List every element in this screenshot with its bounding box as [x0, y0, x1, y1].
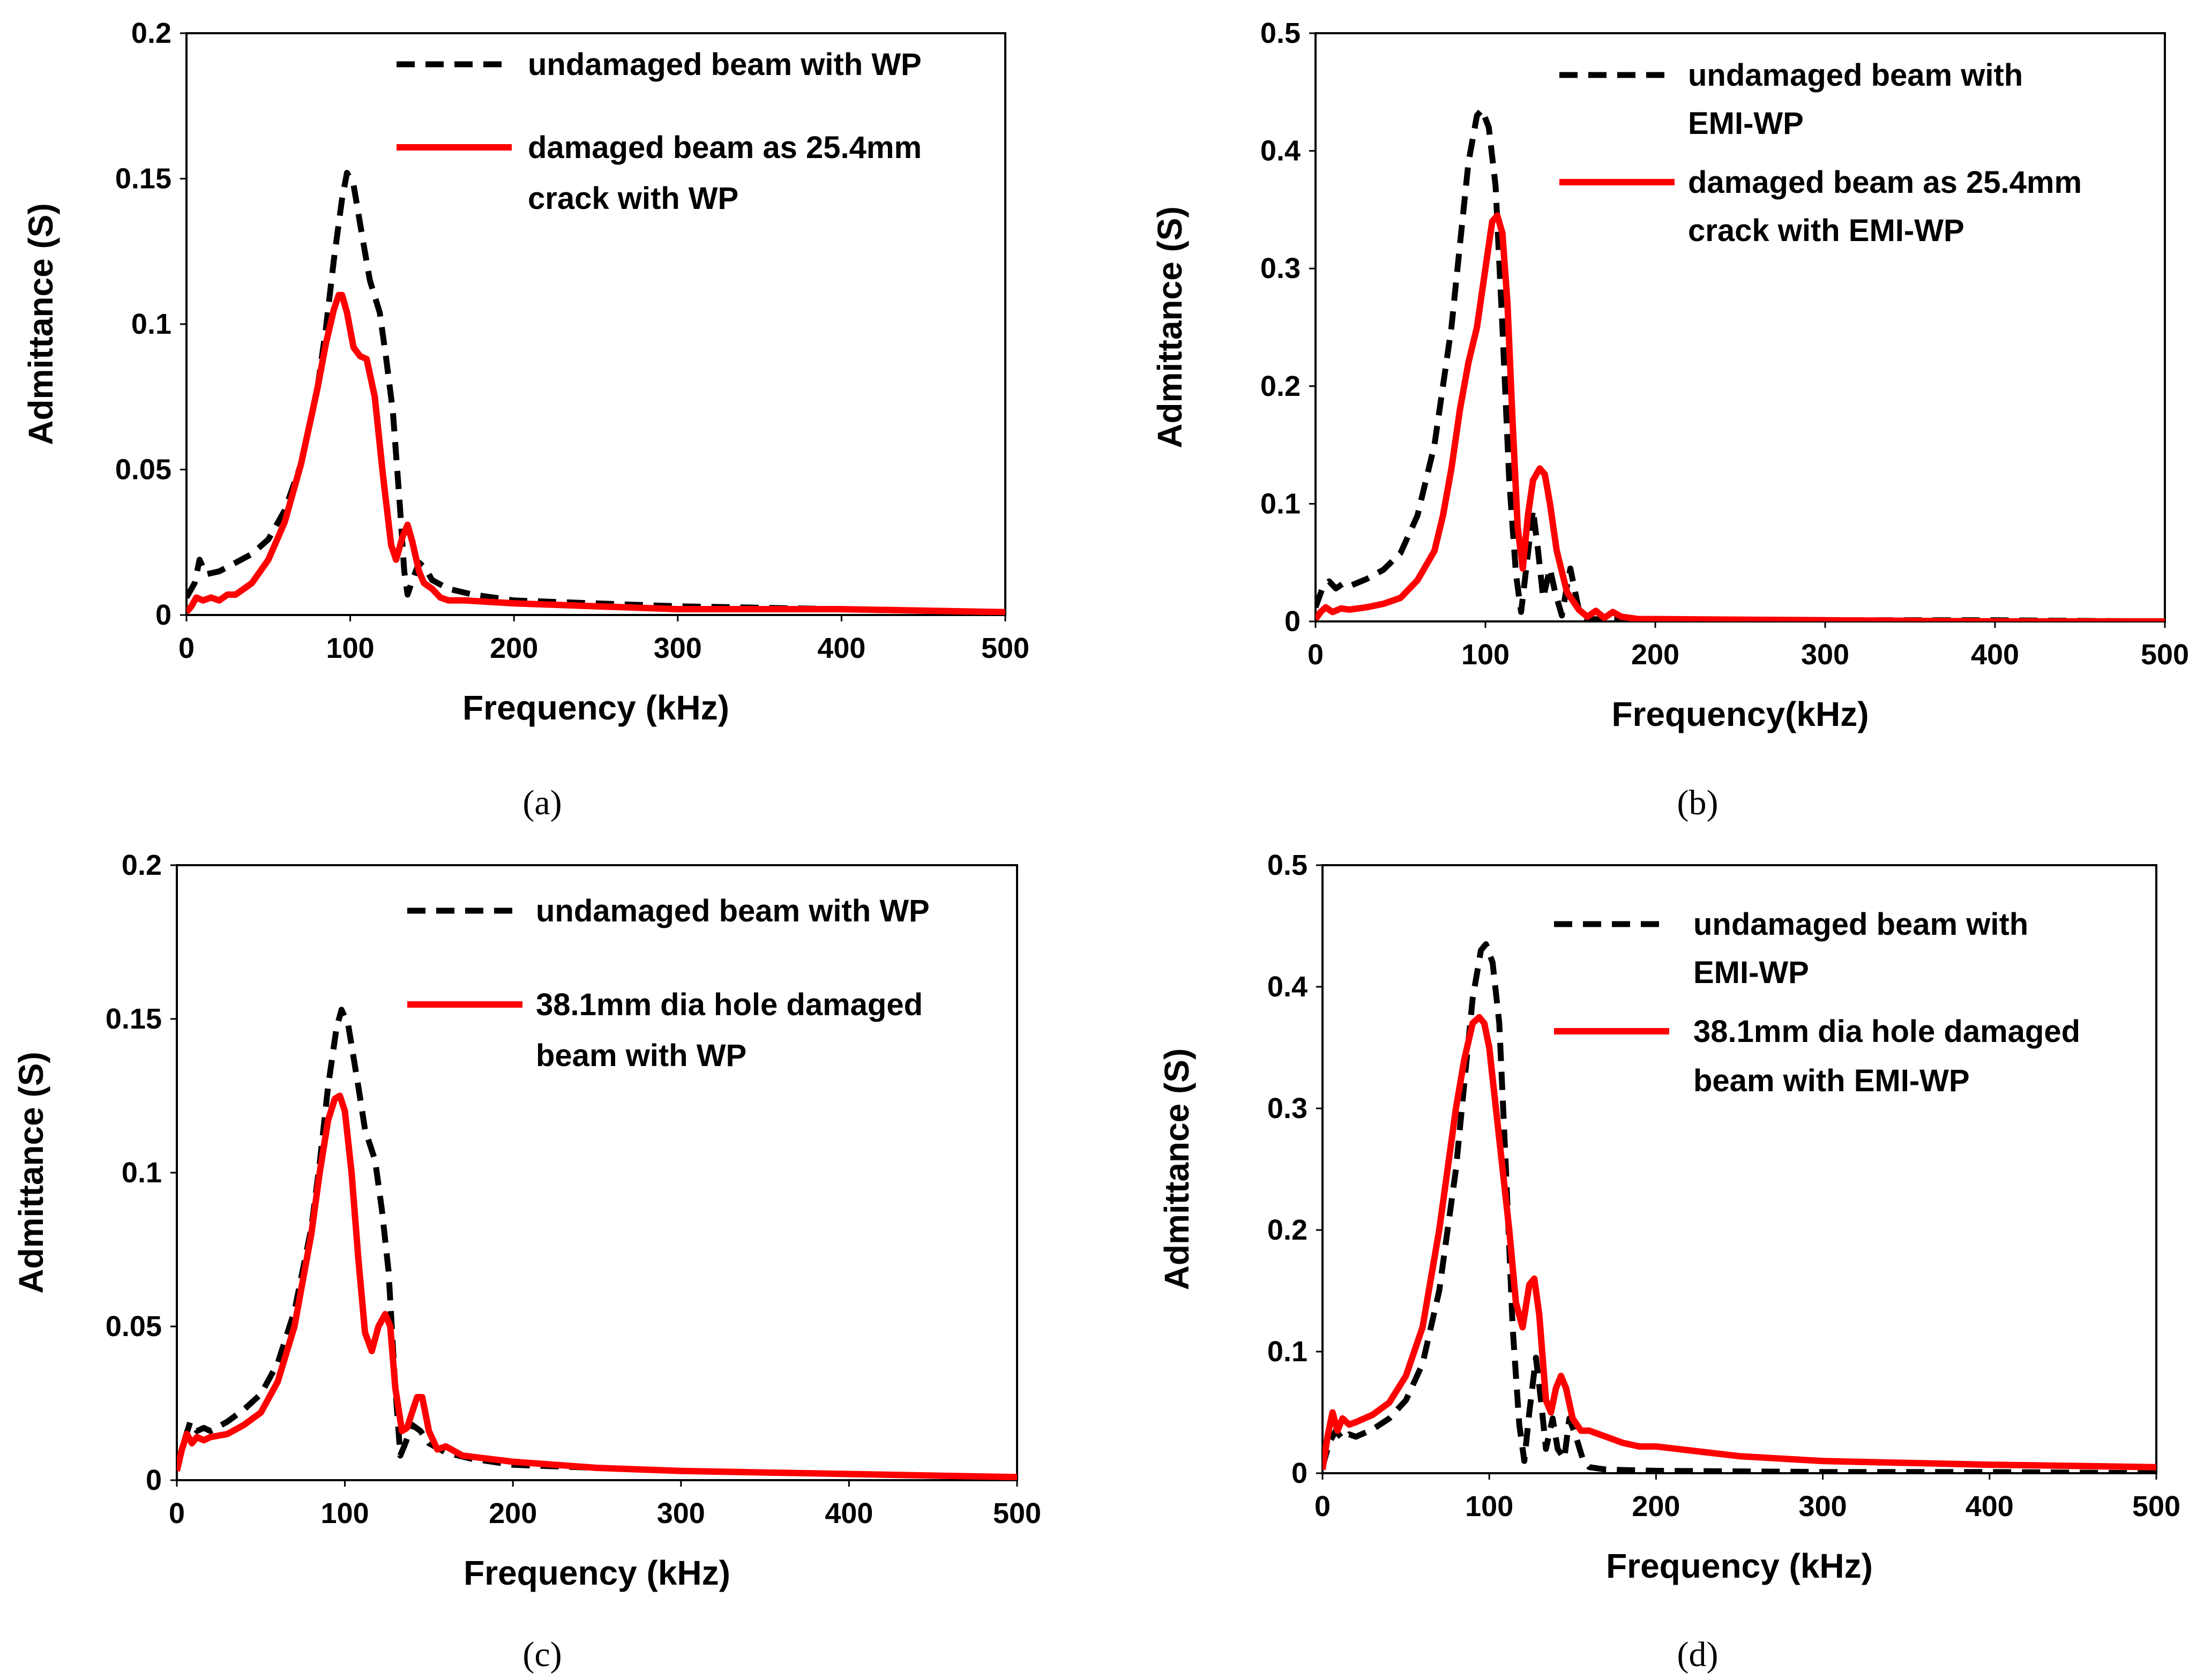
chart-panel-0: 0 100 200 300 400 500 0 0.05 0.1 0.15 0.2 Frequency… [21, 17, 1029, 822]
y-tick-label: 0.15 [106, 1003, 162, 1035]
x-tick-label: 300 [657, 1497, 705, 1529]
y-tick-label: 0 [1291, 1457, 1308, 1489]
x-tick-label: 300 [1799, 1490, 1847, 1522]
x-tick-label: 400 [817, 632, 865, 664]
legend-label: EMI-WP [1688, 106, 1804, 141]
y-tick-label: 0.05 [115, 454, 171, 486]
x-tick-label: 500 [2141, 639, 2189, 671]
y-tick-label: 0.2 [1267, 1214, 1308, 1246]
x-tick-label: 0 [1308, 639, 1324, 671]
plot-area-frame [185, 32, 1006, 616]
damaged-series-line [1316, 212, 2165, 621]
legend-label: damaged beam as 25.4mm [1688, 165, 2082, 200]
x-tick-label: 500 [981, 632, 1029, 664]
y-tick-label: 0.2 [122, 849, 162, 881]
x-tick-label: 500 [2132, 1490, 2180, 1522]
y-tick-label: 0.4 [1267, 971, 1308, 1003]
damaged-series-line [186, 291, 1005, 615]
legend-label: beam with WP [536, 1038, 746, 1073]
panel-caption: (a) [522, 783, 562, 822]
legend: undamaged beam with WP damaged beam as 25… [397, 47, 922, 216]
y-tick-label: 0.4 [1260, 135, 1301, 167]
x-tick-label: 300 [654, 632, 702, 664]
x-tick-label: 200 [489, 1497, 537, 1529]
legend: undamaged beam with WP 38.1mm dia hole d… [407, 894, 930, 1073]
damaged-series-line [1323, 1014, 2156, 1471]
y-tick-label: 0.1 [1267, 1336, 1308, 1368]
x-axis-title: Frequency (kHz) [464, 1554, 730, 1592]
damaged-series-line [177, 1092, 1017, 1480]
x-tick-label: 400 [825, 1497, 873, 1529]
y-tick-label: 0.3 [1260, 252, 1301, 284]
legend-label: undamaged beam with WP [528, 47, 922, 82]
y-axis-title: Admittance (S) [21, 203, 60, 445]
series-group [177, 1007, 1017, 1480]
legend: undamaged beam with EMI-WP 38.1mm dia hol… [1554, 907, 2080, 1098]
chart-panel-3: 0 100 200 300 400 500 0 0.1 0.2 0.3 0.4 0.5 Frequenc… [1157, 849, 2180, 1674]
series-group [186, 170, 1005, 615]
x-tick-label: 0 [1314, 1490, 1331, 1522]
x-tick-label: 200 [490, 632, 538, 664]
y-tick-label: 0.2 [131, 17, 171, 49]
x-axis-title: Frequency (kHz) [462, 688, 729, 727]
x-tick-label: 0 [169, 1497, 185, 1529]
undamaged-series-line [177, 1007, 1017, 1480]
y-axis-title: Admittance (S) [12, 1052, 50, 1294]
x-tick-label: 0 [178, 632, 195, 664]
series-group [1316, 107, 2165, 621]
y-tick-label: 0 [1284, 605, 1301, 638]
x-tick-label: 100 [1465, 1490, 1513, 1522]
y-tick-label: 0.5 [1260, 17, 1301, 49]
undamaged-series-line [186, 170, 1005, 615]
x-tick-label: 100 [321, 1497, 369, 1529]
undamaged-series-line [1316, 107, 2165, 621]
legend-label: undamaged beam with WP [536, 894, 930, 928]
y-tick-label: 0 [155, 599, 171, 631]
y-axis-title: Admittance (S) [1150, 206, 1189, 448]
chart-panel-1: 0 100 200 300 400 500 0 0.1 0.2 0.3 0.4 0.5 Frequenc… [1150, 17, 2189, 822]
legend-label: EMI-WP [1693, 955, 1809, 990]
x-tick-label: 400 [1971, 639, 2019, 671]
x-tick-label: 100 [326, 632, 375, 664]
x-axis-title: Frequency (kHz) [1606, 1547, 1873, 1585]
panel-caption: (b) [1677, 783, 1719, 822]
y-tick-label: 0 [146, 1464, 162, 1496]
x-axis-title: Frequency(kHz) [1611, 695, 1869, 733]
x-tick-label: 500 [993, 1497, 1041, 1529]
legend-label: undamaged beam with [1688, 58, 2023, 93]
y-tick-label: 0.3 [1267, 1092, 1308, 1124]
legend-label: crack with EMI-WP [1688, 213, 1964, 248]
y-tick-label: 0.15 [115, 163, 171, 195]
x-tick-label: 100 [1461, 639, 1510, 671]
x-tick-label: 200 [1632, 1490, 1680, 1522]
chart-panel-2: 0 100 200 300 400 500 0 0.05 0.1 0.15 0.2 Frequency… [12, 849, 1041, 1674]
legend-label: undamaged beam with [1693, 907, 2028, 942]
panel-caption: (c) [522, 1635, 562, 1674]
y-axis-title: Admittance (S) [1157, 1048, 1196, 1291]
legend-label: crack with WP [528, 181, 738, 216]
legend-label: beam with EMI-WP [1693, 1063, 1970, 1098]
x-tick-label: 200 [1631, 639, 1679, 671]
series-group [1323, 941, 2156, 1473]
legend-label: 38.1mm dia hole damaged [536, 987, 923, 1022]
y-tick-label: 0.1 [1260, 488, 1301, 520]
legend-label: 38.1mm dia hole damaged [1693, 1014, 2080, 1049]
legend: undamaged beam with EMI-WP damaged beam as… [1559, 58, 2082, 248]
y-tick-label: 0.5 [1267, 849, 1308, 881]
legend-label: damaged beam as 25.4mm [528, 130, 922, 165]
y-tick-label: 0.05 [106, 1310, 162, 1342]
y-tick-label: 0.2 [1260, 370, 1301, 402]
panel-caption: (d) [1677, 1635, 1719, 1674]
y-tick-label: 0.1 [131, 308, 171, 340]
x-tick-label: 400 [1966, 1490, 2014, 1522]
plot-area-frame [176, 864, 1018, 1481]
x-tick-label: 300 [1801, 639, 1849, 671]
y-tick-label: 0.1 [122, 1157, 162, 1189]
